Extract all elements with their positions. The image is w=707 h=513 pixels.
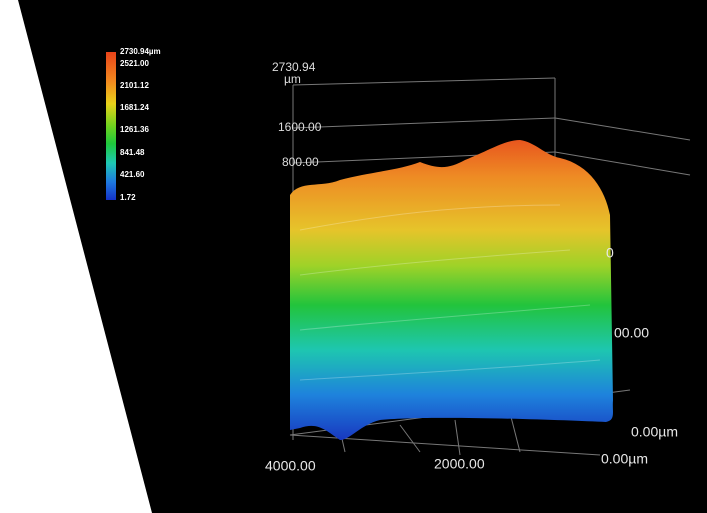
color-scale-label: 2730.94µm: [120, 47, 161, 56]
z-tick-label: 800.00: [282, 155, 319, 169]
color-scale-labels: 2730.94µm 2521.00 2101.12 1681.24 1261.36 841…: [120, 47, 161, 202]
x-tick-label: 2000.00: [434, 456, 485, 472]
z-axis-unit: µm: [284, 72, 301, 86]
x-tick-label: 0.00µm: [601, 451, 648, 467]
background-edge: [0, 0, 152, 513]
color-scale-label: 2101.12: [120, 81, 149, 90]
color-scale-label: 1.72: [120, 193, 136, 202]
y-tick-label: 00.00: [614, 325, 649, 341]
y-tick-label: 0.00µm: [631, 424, 678, 440]
color-scale-label: 2521.00: [120, 59, 149, 68]
color-scale-label: 1681.24: [120, 103, 149, 112]
color-scale-label: 1261.36: [120, 125, 149, 134]
z-tick-label: 1600.00: [278, 120, 322, 134]
z-axis-max: 2730.94: [272, 60, 316, 74]
y-tick-label: 0: [606, 245, 614, 261]
color-bar: [106, 52, 116, 200]
color-scale-label: 841.48: [120, 148, 145, 157]
x-tick-label: 4000.00: [265, 458, 316, 474]
surface: [290, 140, 613, 440]
color-scale-label: 421.60: [120, 170, 145, 179]
surface-texture: [299, 204, 601, 381]
